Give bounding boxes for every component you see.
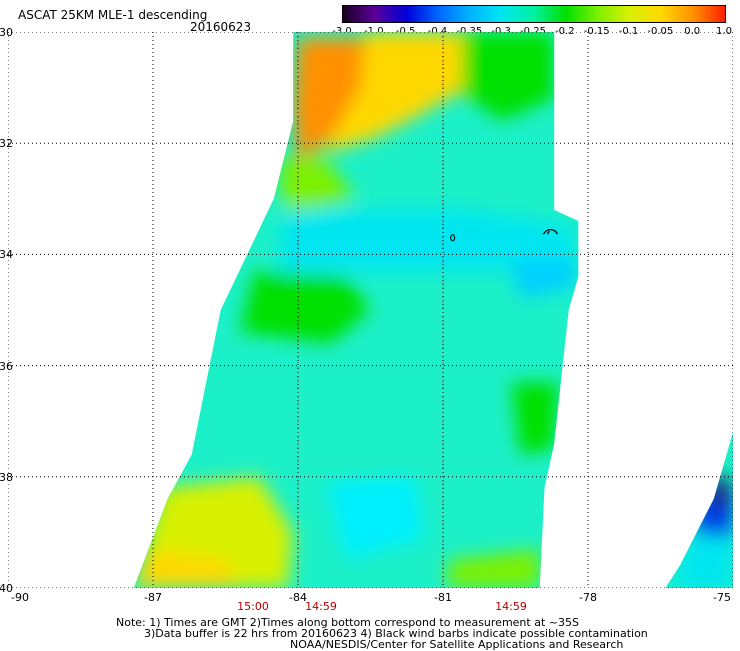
x-axis-label: -75 <box>713 591 731 604</box>
map-date: 20160623 <box>190 20 252 34</box>
time-label-3: 14:59 <box>495 600 527 613</box>
map-plot <box>8 32 733 588</box>
y-axis-label: -36 <box>0 359 13 373</box>
value-region <box>133 549 240 588</box>
colorbar <box>342 5 726 23</box>
time-label-1: 15:00 <box>237 600 269 613</box>
map-title: ASCAT 25KM MLE-1 descending <box>18 8 208 22</box>
note-line-1: Note: 1) Times are GMT 2)Times along bot… <box>116 616 579 629</box>
y-axis-label: -30 <box>0 26 13 39</box>
x-axis-label: -90 <box>11 591 29 604</box>
value-region <box>713 476 729 511</box>
island-outline <box>450 234 456 242</box>
value-region <box>462 32 555 121</box>
x-axis-label: -87 <box>144 591 162 604</box>
x-axis-label: -78 <box>579 591 597 604</box>
value-region <box>278 159 356 216</box>
note-line-3: NOAA/NESDIS/Center for Satellite Applica… <box>290 638 624 651</box>
colorbar-tick: -1.0 <box>364 26 384 37</box>
colorbar-tick: -0.35 <box>456 26 483 37</box>
value-region <box>278 209 574 272</box>
time-label-2: 14:59 <box>305 600 337 613</box>
island-outline <box>542 229 558 235</box>
colorbar-tick: -0.3 <box>491 26 511 37</box>
value-region <box>293 37 366 166</box>
x-axis-label: -84 <box>289 591 307 604</box>
y-axis-label: -32 <box>0 137 13 151</box>
x-axis-label: -81 <box>434 591 452 604</box>
y-axis-label: -40 <box>0 582 13 595</box>
note-line-2: 3)Data buffer is 22 hrs from 20160623 4)… <box>144 627 648 640</box>
value-region <box>327 476 424 561</box>
y-axis-label: -34 <box>0 248 13 262</box>
value-region <box>510 260 579 299</box>
value-region <box>240 271 371 344</box>
wind-map <box>8 32 733 588</box>
y-axis-label: -38 <box>0 470 13 484</box>
colorbar-tick: -3.0 <box>332 26 352 37</box>
colorbar-tick: -0.4 <box>427 26 448 37</box>
value-region <box>447 549 540 588</box>
colorbar-tick: -0.5 <box>395 26 416 37</box>
value-region <box>510 382 559 455</box>
value-region <box>322 32 472 155</box>
